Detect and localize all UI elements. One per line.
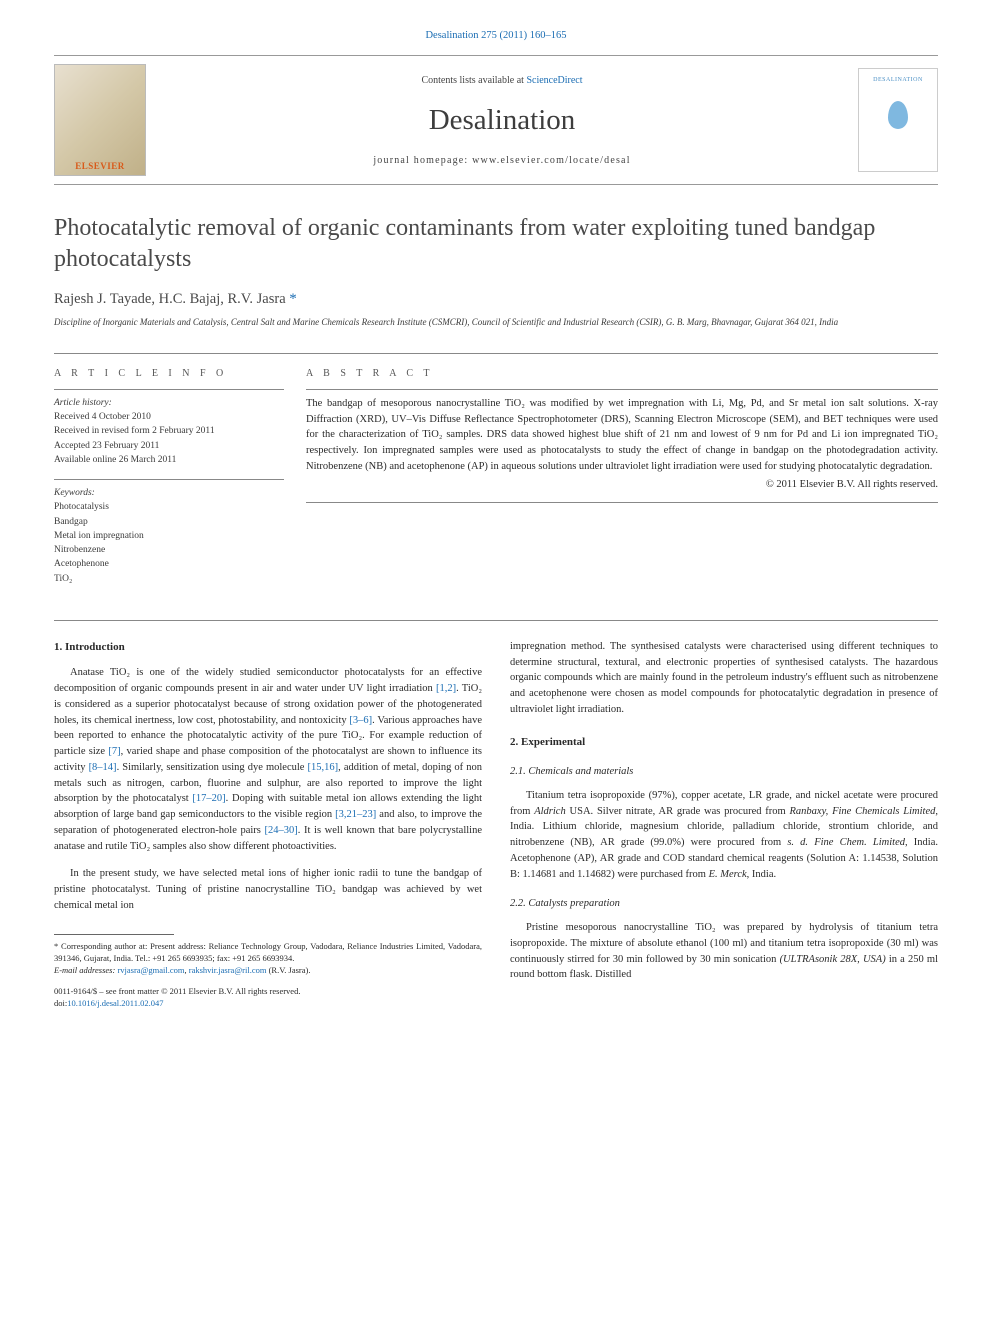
keywords-heading: Keywords: [54, 486, 284, 500]
doi-line: doi:10.1016/j.desal.2011.02.047 [54, 998, 482, 1010]
journal-page-ref: Desalination 275 (2011) 160–165 [54, 30, 938, 41]
citation-link[interactable]: [1,2] [436, 683, 456, 694]
affiliation: Discipline of Inorganic Materials and Ca… [54, 316, 938, 329]
catalysts-para: Pristine mesoporous nanocrystalline TiO₂… [510, 920, 938, 983]
citation-link[interactable]: [24–30] [265, 825, 298, 836]
article-title: Photocatalytic removal of organic contam… [54, 213, 938, 275]
homepage-url[interactable]: www.elsevier.com/locate/desal [472, 155, 631, 166]
chemicals-para: Titanium tetra isopropoxide (97%), coppe… [510, 788, 938, 883]
keyword: Nitrobenzene [54, 543, 284, 557]
history-accepted: Accepted 23 February 2011 [54, 439, 284, 453]
keyword: Bandgap [54, 515, 284, 529]
intro-para-2: In the present study, we have selected m… [54, 866, 482, 913]
citation-link[interactable]: [3,21–23] [335, 809, 376, 820]
text-run: , India. [747, 869, 776, 880]
corresponding-footnote: * Corresponding author at: Present addre… [54, 941, 482, 965]
citation-link[interactable]: [8–14] [89, 762, 117, 773]
keyword: Metal ion impregnation [54, 529, 284, 543]
history-revised: Received in revised form 2 February 2011 [54, 424, 284, 438]
keyword: TiO₂ [54, 572, 284, 586]
contents-prefix: Contents lists available at [421, 75, 526, 86]
corresponding-star[interactable]: * [289, 291, 297, 307]
supplier-name: Aldrich [534, 806, 566, 817]
instrument-name: (ULTRAsonik 28X, USA) [780, 954, 886, 965]
history-received: Received 4 October 2010 [54, 410, 284, 424]
contents-line: Contents lists available at ScienceDirec… [146, 75, 858, 86]
email-label: E-mail addresses: [54, 965, 117, 975]
journal-title: Desalination [146, 104, 858, 137]
keyword: Acetophenone [54, 557, 284, 571]
email-link[interactable]: rvjasra@gmail.com [117, 965, 184, 975]
section-1-heading: 1. Introduction [54, 639, 482, 656]
footnote-separator [54, 934, 174, 935]
divider [306, 389, 938, 390]
divider [54, 479, 284, 480]
citation-link[interactable]: [15,16] [308, 762, 339, 773]
abstract-text: The bandgap of mesoporous nanocrystallin… [306, 396, 938, 475]
divider [54, 389, 284, 390]
text-run: (R.V. Jasra). [266, 965, 310, 975]
sciencedirect-link[interactable]: ScienceDirect [526, 75, 582, 86]
section-2-1-heading: 2.1. Chemicals and materials [510, 764, 938, 780]
text-run: USA. Silver nitrate, AR grade was procur… [566, 806, 790, 817]
article-info-label: A R T I C L E I N F O [54, 368, 284, 379]
authors-line: Rajesh J. Tayade, H.C. Bajaj, R.V. Jasra… [54, 291, 938, 308]
doi-link[interactable]: 10.1016/j.desal.2011.02.047 [67, 998, 163, 1008]
journal-homepage: journal homepage: www.elsevier.com/locat… [146, 155, 858, 166]
section-2-2-heading: 2.2. Catalysts preparation [510, 896, 938, 912]
email-footnote: E-mail addresses: rvjasra@gmail.com, rak… [54, 965, 482, 977]
supplier-name: Ranbaxy, Fine Chemicals Limited [790, 806, 936, 817]
citation-link[interactable]: [7] [108, 746, 120, 757]
supplier-name: E. Merck [709, 869, 747, 880]
authors-text: Rajesh J. Tayade, H.C. Bajaj, R.V. Jasra [54, 291, 286, 307]
abstract-copyright: © 2011 Elsevier B.V. All rights reserved… [306, 479, 938, 490]
abstract-label: A B S T R A C T [306, 368, 938, 379]
text-run: Anatase TiO₂ is one of the widely studie… [54, 667, 482, 694]
intro-para-1: Anatase TiO₂ is one of the widely studie… [54, 665, 482, 854]
journal-cover-thumbnail [858, 68, 938, 172]
keyword: Photocatalysis [54, 500, 284, 514]
publisher-logo [54, 64, 146, 176]
intro-para-cont: impregnation method. The synthesised cat… [510, 639, 938, 718]
citation-link[interactable]: [17–20] [192, 793, 225, 804]
text-run: . Similarly, sensitization using dye mol… [117, 762, 308, 773]
history-online: Available online 26 March 2011 [54, 453, 284, 467]
section-2-heading: 2. Experimental [510, 734, 938, 751]
citation-link[interactable]: [3–6] [349, 715, 372, 726]
divider [306, 502, 938, 503]
journal-banner: Contents lists available at ScienceDirec… [54, 55, 938, 185]
history-heading: Article history: [54, 396, 284, 410]
doi-prefix: doi: [54, 998, 67, 1008]
issn-line: 0011-9164/$ – see front matter © 2011 El… [54, 986, 482, 998]
supplier-name: s. d. Fine Chem. Limited [787, 837, 905, 848]
email-link[interactable]: rakshvir.jasra@ril.com [189, 965, 267, 975]
homepage-prefix: journal homepage: [373, 155, 472, 166]
